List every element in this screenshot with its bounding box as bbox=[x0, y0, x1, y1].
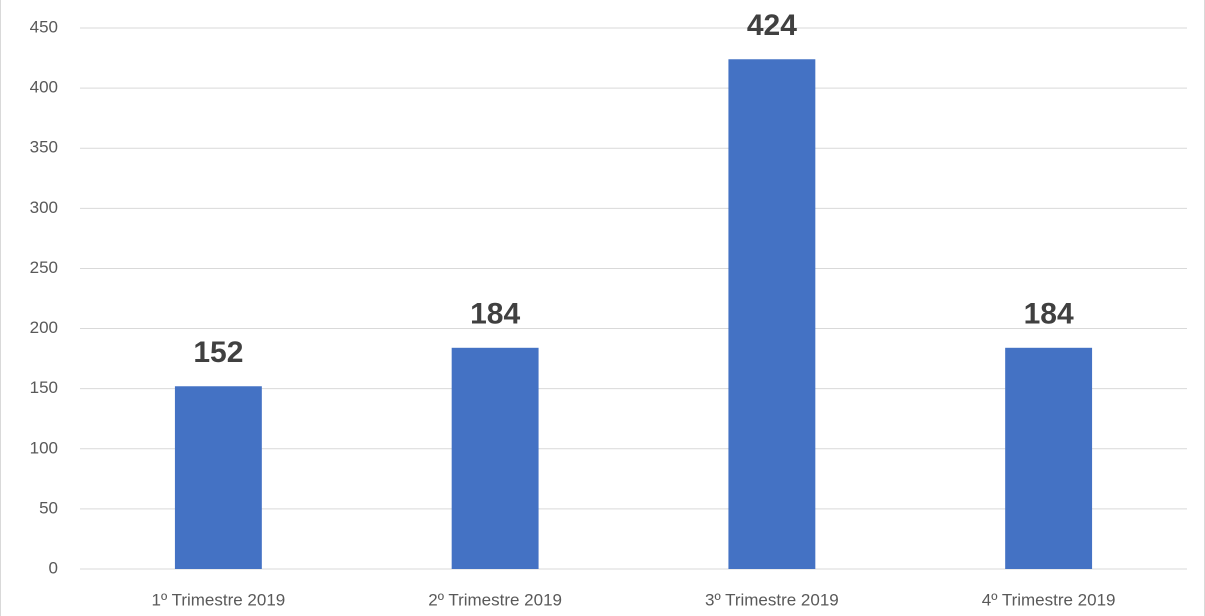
y-tick-label: 50 bbox=[39, 498, 58, 517]
y-tick-label: 350 bbox=[30, 138, 58, 157]
y-tick-label: 250 bbox=[30, 258, 58, 277]
y-tick-label: 450 bbox=[30, 17, 58, 36]
bar bbox=[174, 386, 262, 569]
y-tick-label: 200 bbox=[30, 318, 58, 337]
x-tick-label: 3º Trimestre 2019 bbox=[705, 590, 839, 609]
data-label: 184 bbox=[1024, 298, 1074, 331]
y-tick-label: 100 bbox=[30, 438, 58, 457]
data-label: 184 bbox=[470, 298, 520, 331]
y-tick-label: 0 bbox=[49, 558, 58, 577]
data-label: 424 bbox=[747, 9, 797, 42]
bar bbox=[451, 347, 539, 569]
bar bbox=[1005, 347, 1093, 569]
x-tick-label: 2º Trimestre 2019 bbox=[428, 590, 562, 609]
y-tick-label: 300 bbox=[30, 198, 58, 217]
x-tick-label: 4º Trimestre 2019 bbox=[982, 590, 1116, 609]
data-label: 152 bbox=[193, 336, 243, 369]
y-tick-label: 150 bbox=[30, 378, 58, 397]
y-tick-label: 400 bbox=[30, 78, 58, 97]
bar bbox=[728, 59, 816, 569]
x-tick-label: 1º Trimestre 2019 bbox=[151, 590, 285, 609]
